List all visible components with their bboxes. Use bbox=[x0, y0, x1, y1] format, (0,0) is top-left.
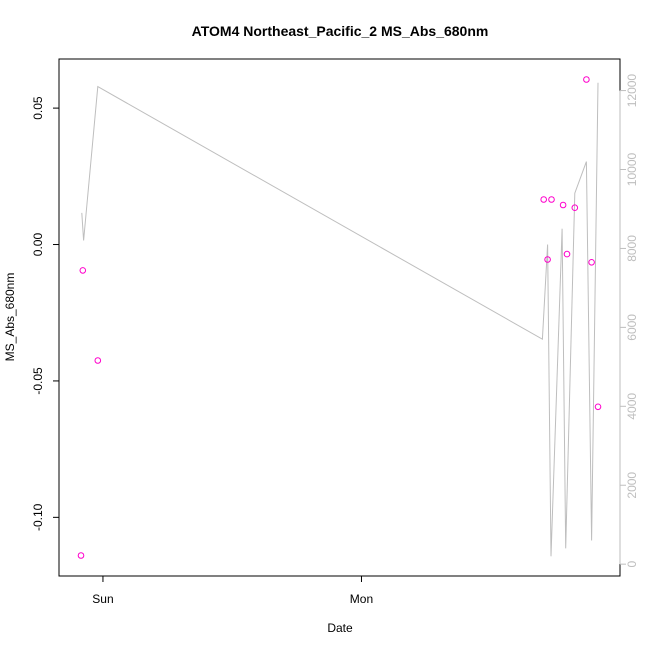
right-tick-label: 0 bbox=[625, 561, 639, 568]
data-point-4 bbox=[544, 256, 551, 263]
x-axis-label: Date bbox=[327, 621, 353, 635]
data-point-8 bbox=[571, 204, 579, 211]
right-tick-label: 8000 bbox=[625, 235, 639, 262]
data-point-2 bbox=[94, 357, 102, 364]
x-tick-label: Mon bbox=[350, 592, 373, 606]
data-point-9 bbox=[583, 76, 590, 83]
right-tick-label: 12000 bbox=[625, 74, 639, 108]
left-tick-label: 0.00 bbox=[31, 233, 45, 257]
plot-frame bbox=[58, 58, 621, 577]
left-tick-label: -0.05 bbox=[31, 367, 45, 395]
data-point-7 bbox=[563, 250, 571, 258]
line-series-1 bbox=[81, 82, 599, 557]
right-tick-label: 6000 bbox=[625, 314, 639, 341]
right-tick-label: 2000 bbox=[625, 472, 639, 499]
left-tick-label: -0.10 bbox=[31, 503, 45, 531]
x-axis: Sun Mon bbox=[92, 575, 373, 606]
data-point-10 bbox=[588, 259, 595, 266]
data-point-6 bbox=[559, 201, 567, 209]
x-tick-label: Sun bbox=[92, 592, 113, 606]
data-point-3 bbox=[540, 196, 548, 203]
y-axis-label: MS_Abs_680nm bbox=[3, 273, 17, 362]
left-tick-label: 0.05 bbox=[31, 96, 45, 120]
point-series-layer bbox=[77, 76, 602, 559]
right-tick-label: 4000 bbox=[625, 393, 639, 420]
data-point-5 bbox=[548, 196, 555, 203]
right-y-axis: 0 2000 4000 6000 8000 10000 12000 bbox=[619, 74, 639, 568]
left-y-axis: -0.10 -0.05 0.00 0.05 bbox=[31, 96, 60, 531]
line-series-layer bbox=[81, 82, 599, 557]
data-point-1 bbox=[79, 267, 87, 274]
chart-title: ATOM4 Northeast_Pacific_2 MS_Abs_680nm bbox=[192, 23, 489, 39]
data-point-0 bbox=[77, 552, 85, 559]
right-tick-label: 10000 bbox=[625, 152, 639, 186]
data-point-11 bbox=[594, 403, 602, 411]
